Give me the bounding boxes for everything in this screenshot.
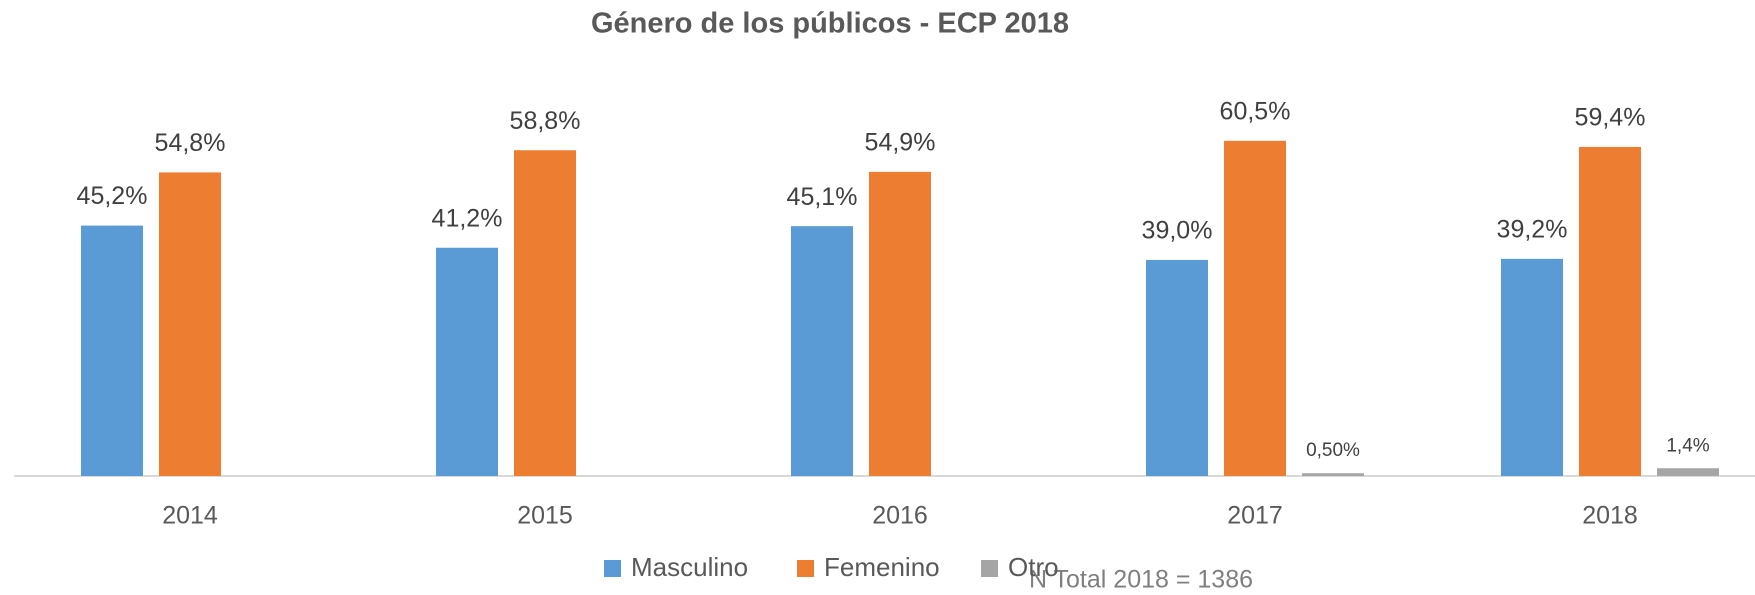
data-label: 54,8%: [155, 129, 226, 157]
bar: [1579, 146, 1641, 476]
data-label: 39,0%: [1142, 217, 1213, 245]
bar: [159, 172, 221, 476]
bar: [791, 226, 853, 476]
bar: [1224, 140, 1286, 476]
bar: [436, 247, 498, 476]
data-label: 54,9%: [865, 128, 936, 156]
data-label: 45,2%: [77, 182, 148, 210]
bar: [869, 171, 931, 476]
data-label: 45,1%: [787, 183, 858, 211]
legend-swatch: [604, 560, 621, 577]
bar: [1302, 473, 1364, 476]
data-label: 60,5%: [1220, 97, 1291, 125]
bar: [1146, 259, 1208, 476]
annotation: N Total 2018 = 1386: [1029, 566, 1253, 594]
legend-label: Masculino: [631, 552, 748, 582]
data-label: 58,8%: [510, 107, 581, 135]
chart-title: Género de los públicos - ECP 2018: [591, 8, 1069, 40]
bar: [1657, 468, 1719, 476]
legend-swatch: [797, 560, 814, 577]
data-label: 1,4%: [1666, 435, 1709, 456]
x-tick-label: 2014: [162, 502, 218, 530]
x-tick-label: 2018: [1582, 502, 1638, 530]
legend-swatch: [981, 560, 998, 577]
legend-label: Femenino: [824, 552, 940, 582]
bar: [1501, 258, 1563, 476]
data-label: 0,50%: [1306, 440, 1360, 461]
bar: [81, 225, 143, 476]
x-tick-label: 2017: [1227, 502, 1283, 530]
data-label: 59,4%: [1575, 104, 1646, 132]
data-label: 39,2%: [1497, 215, 1568, 243]
data-label: 41,2%: [432, 204, 503, 232]
legend-label: Otro: [1008, 552, 1059, 582]
bar: [514, 150, 576, 477]
x-tick-label: 2015: [517, 502, 573, 530]
x-tick-label: 2016: [872, 502, 928, 530]
